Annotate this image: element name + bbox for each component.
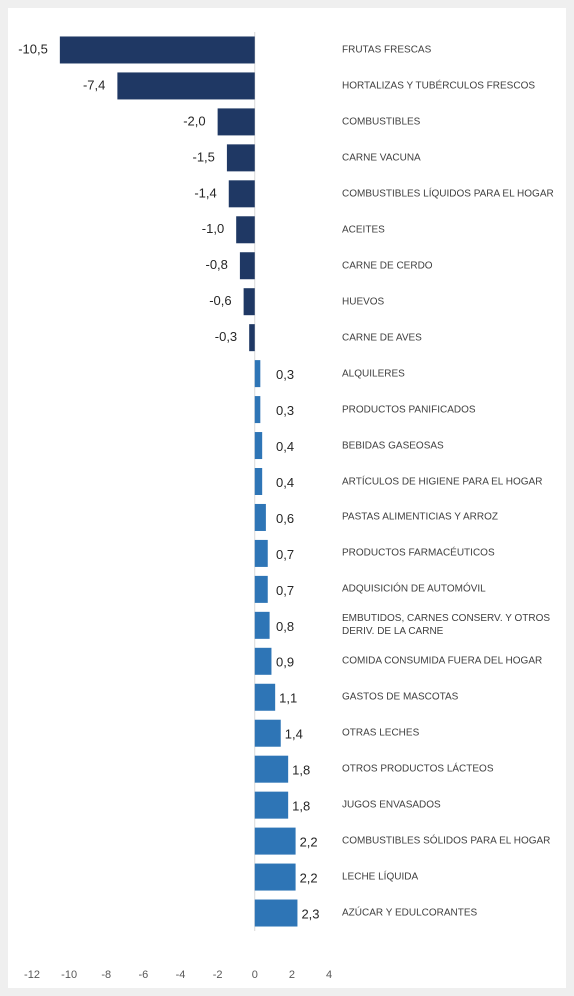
x-tick-label: -6 (138, 969, 148, 981)
value-label: 2,3 (301, 906, 319, 921)
category-label: ADQUISICIÓN DE AUTOMÓVIL (342, 583, 486, 595)
x-tick-label: -12 (24, 969, 40, 981)
value-label: 0,7 (276, 547, 294, 562)
value-label: 2,2 (300, 870, 318, 885)
category-label: PRODUCTOS PANIFICADOS (342, 404, 476, 416)
category-label: LECHE LÍQUIDA (342, 871, 419, 883)
category-label: ARTÍCULOS DE HIGIENE PARA EL HOGAR (342, 476, 543, 487)
bar (254, 899, 298, 927)
bar (217, 108, 255, 136)
value-label: -0,3 (215, 329, 237, 344)
x-tick-label: 0 (252, 969, 258, 981)
x-tick-label: -4 (176, 969, 186, 981)
bar (239, 252, 255, 280)
bar (117, 72, 255, 100)
value-label: 1,4 (285, 727, 303, 742)
bar (254, 719, 281, 747)
category-label: BEBIDAS GASEOSAS (342, 440, 444, 452)
x-tick-label: -2 (213, 969, 223, 981)
value-label: -0,6 (209, 293, 231, 308)
bar (254, 468, 263, 495)
value-label: 1,8 (292, 763, 310, 778)
bar (254, 863, 296, 891)
bar (59, 36, 255, 64)
category-label: HORTALIZAS Y TUBÉRCULOS FRESCOS (342, 80, 536, 92)
value-label: 2,2 (300, 835, 318, 850)
value-label: 1,1 (279, 691, 297, 706)
bar (249, 324, 255, 352)
value-label: -7,4 (83, 77, 105, 92)
x-tick-label: -8 (101, 969, 111, 981)
category-label: COMBUSTIBLES (342, 116, 421, 128)
category-label: COMBUSTIBLES SÓLIDOS PARA EL HOGAR (342, 835, 551, 847)
bar (254, 611, 270, 639)
value-label: -10,5 (18, 41, 48, 56)
bar (254, 432, 263, 460)
category-label: CARNE DE AVES (342, 332, 422, 344)
bar (243, 288, 255, 316)
value-label: 0,6 (276, 511, 294, 526)
value-label: -0,8 (205, 257, 227, 272)
value-label: 0,9 (276, 655, 294, 670)
x-tick-label: -10 (61, 969, 77, 981)
category-label: JUGOS ENVASADOS (342, 799, 441, 811)
value-label: 0,4 (276, 475, 294, 490)
value-label: 0,7 (276, 583, 294, 598)
category-label: FRUTAS FRESCAS (342, 44, 432, 56)
bar (236, 216, 255, 244)
value-label: -1,4 (194, 185, 216, 200)
category-label: AZÚCAR Y EDULCORANTES (342, 907, 478, 919)
category-label: COMBUSTIBLES LÍQUIDOS PARA EL HOGAR (342, 188, 554, 200)
bar (254, 360, 261, 388)
bar (254, 791, 289, 819)
category-label: OTROS PRODUCTOS LÁCTEOS (342, 763, 494, 775)
category-label: COMIDA CONSUMIDA FUERA DEL HOGAR (342, 655, 543, 667)
bar (254, 396, 261, 424)
category-label: PASTAS ALIMENTICIAS Y ARROZ (342, 511, 498, 523)
value-label: 0,3 (276, 403, 294, 418)
value-label: 0,3 (276, 367, 294, 382)
category-label: OTRAS LECHES (342, 727, 420, 739)
value-label: -2,0 (183, 113, 205, 128)
x-tick-label: 4 (326, 969, 332, 981)
bar (228, 180, 255, 208)
bar (226, 144, 255, 172)
value-label: 1,8 (292, 799, 310, 814)
category-label: ACEITES (342, 224, 385, 236)
bar (254, 683, 276, 711)
category-label: CARNE DE CERDO (342, 260, 433, 272)
chart-panel (8, 8, 566, 988)
category-label: CARNE VACUNA (342, 152, 421, 164)
value-label: 0,8 (276, 619, 294, 634)
category-label: GASTOS DE MASCOTAS (342, 691, 459, 703)
bar (254, 647, 272, 675)
value-label: -1,0 (202, 221, 224, 236)
value-label: 0,4 (276, 439, 294, 454)
category-label: HUEVOS (342, 296, 385, 308)
category-label: ALQUILERES (342, 368, 405, 380)
bar (254, 539, 268, 567)
value-label: -1,5 (193, 149, 215, 164)
bar (254, 827, 296, 855)
bar (254, 503, 266, 531)
category-label: PRODUCTOS FARMACÉUTICOS (342, 547, 495, 559)
category-label: EMBUTIDOS, CARNES CONSERV. Y OTROS DERIV… (342, 613, 551, 638)
bar (254, 575, 268, 603)
bar (254, 755, 289, 783)
x-tick-label: 2 (289, 969, 295, 981)
